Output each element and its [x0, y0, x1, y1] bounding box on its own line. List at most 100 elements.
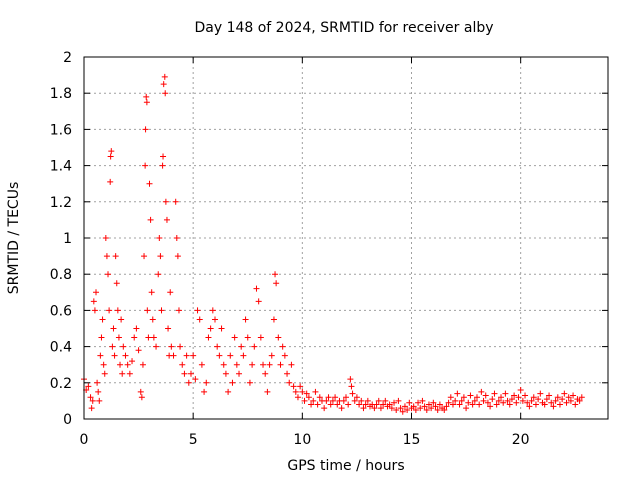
data-point: [225, 388, 232, 395]
data-point: [150, 334, 157, 341]
data-point: [567, 397, 574, 404]
data-point: [143, 93, 150, 100]
data-point: [305, 394, 312, 401]
data-point: [290, 383, 297, 390]
y-tick-label: 1: [63, 231, 72, 247]
data-point: [190, 352, 197, 359]
data-point: [103, 253, 110, 260]
y-tick-label: 0.4: [50, 340, 72, 356]
data-point: [356, 401, 363, 408]
data-point: [441, 406, 448, 413]
data-point: [275, 334, 282, 341]
data-point: [270, 316, 277, 323]
data-point: [576, 397, 583, 404]
data-point: [142, 126, 149, 133]
data-point: [174, 253, 181, 260]
data-point: [371, 405, 378, 412]
data-point: [364, 397, 371, 404]
y-axis-label: SRMTID / TECUs: [6, 182, 22, 295]
data-point: [183, 352, 190, 359]
data-point: [570, 392, 577, 399]
data-point: [238, 343, 245, 350]
data-point: [205, 334, 212, 341]
data-point: [209, 307, 216, 314]
data-point: [561, 390, 568, 397]
data-point: [340, 397, 347, 404]
data-point: [185, 379, 192, 386]
data-point: [447, 394, 454, 401]
data-point: [498, 394, 505, 401]
axis-ticks: [83, 56, 608, 420]
data-point: [101, 370, 108, 377]
data-point: [415, 399, 422, 406]
data-point: [110, 325, 117, 332]
data-point: [471, 397, 478, 404]
data-point: [329, 397, 336, 404]
data-point: [124, 361, 131, 368]
data-point: [133, 325, 140, 332]
data-point: [443, 403, 450, 410]
data-point: [460, 394, 467, 401]
data-point: [244, 334, 251, 341]
data-point: [458, 397, 465, 404]
data-point: [126, 370, 133, 377]
x-tick-label: 20: [512, 432, 530, 448]
data-point: [142, 162, 149, 169]
data-point: [323, 397, 330, 404]
data-point: [203, 379, 210, 386]
data-point: [143, 99, 150, 106]
data-point: [138, 394, 145, 401]
data-point: [449, 401, 456, 408]
data-point: [463, 405, 470, 412]
data-point: [360, 405, 367, 412]
x-tick-label: 15: [403, 432, 421, 448]
data-point: [107, 178, 114, 185]
data-point: [513, 399, 520, 406]
data-point: [240, 352, 247, 359]
data-point: [425, 401, 432, 408]
data-point: [351, 397, 358, 404]
data-point: [115, 334, 122, 341]
data-point: [294, 394, 301, 401]
data-point: [87, 394, 94, 401]
data-point: [332, 394, 339, 401]
data-point: [500, 399, 507, 406]
data-point: [179, 361, 186, 368]
data-point: [113, 280, 120, 287]
data-point: [321, 405, 328, 412]
data-point: [412, 406, 419, 413]
data-point: [391, 399, 398, 406]
data-point: [99, 316, 106, 323]
data-point: [95, 388, 102, 395]
data-point: [301, 397, 308, 404]
chart-title: Day 148 of 2024, SRMTID for receiver alb…: [194, 20, 493, 36]
data-points: [81, 73, 585, 415]
data-point: [119, 370, 126, 377]
data-point: [93, 289, 100, 296]
data-point: [316, 394, 323, 401]
data-point: [114, 307, 121, 314]
data-point: [312, 388, 319, 395]
data-point: [526, 403, 533, 410]
data-point: [131, 334, 138, 341]
data-point: [218, 325, 225, 332]
data-point: [550, 403, 557, 410]
data-point: [284, 370, 291, 377]
x-tick-labels: 0 5 10 15 20: [80, 432, 530, 448]
data-point: [147, 216, 154, 223]
data-point: [522, 392, 529, 399]
data-point: [231, 334, 238, 341]
y-tick-label: 1.8: [50, 86, 72, 102]
y-tick-label: 1.6: [50, 122, 72, 138]
data-point: [362, 401, 369, 408]
data-point: [327, 401, 334, 408]
y-tick-labels: 0 0.2 0.4 0.6 0.8 1 1.2 1.4 1.6 1.8 2: [50, 50, 72, 428]
data-point: [524, 399, 531, 406]
data-point: [227, 352, 234, 359]
data-point: [160, 81, 167, 88]
data-point: [456, 401, 463, 408]
data-point: [467, 392, 474, 399]
data-point: [281, 352, 288, 359]
data-point: [170, 352, 177, 359]
data-point: [511, 392, 518, 399]
